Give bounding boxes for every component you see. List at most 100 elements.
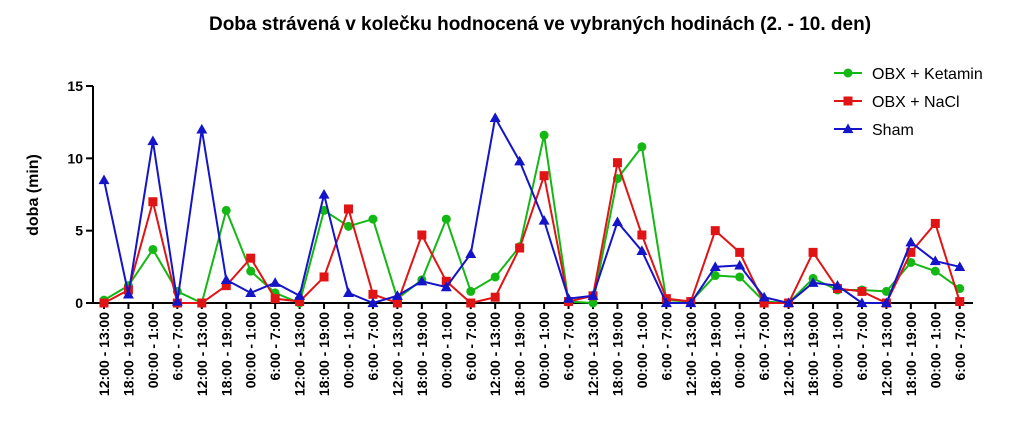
data-point-obx-ketamin — [344, 221, 353, 231]
data-point-obx-nacl — [319, 272, 329, 282]
y-tick-labels: 0 5 10 15 — [67, 78, 83, 311]
data-point-obx-nacl — [417, 230, 427, 240]
data-point-sham — [245, 287, 257, 297]
data-point-sham — [489, 112, 501, 122]
legend-item-obx-nacl: OBX + NaCl — [834, 94, 960, 111]
data-point-obx-nacl — [148, 197, 158, 207]
data-point-sham — [196, 123, 208, 134]
data-point-sham — [416, 275, 428, 286]
data-point-obx-nacl — [637, 230, 647, 240]
data-point-obx-nacl — [710, 226, 720, 236]
data-point-obx-nacl — [392, 298, 402, 308]
y-tick-label: 10 — [67, 150, 83, 166]
data-point-obx-nacl — [197, 298, 207, 308]
x-tick-label: 6:00 - 7:00 — [463, 312, 479, 381]
data-point-sham — [880, 297, 892, 308]
x-tick-label: 6:00 - 7:00 — [561, 312, 577, 381]
legend-marker — [842, 123, 854, 134]
legend-item-obx-ketamin: OBX + Ketamin — [834, 66, 983, 83]
x-tick-label: 00:00 - 1:00 — [732, 312, 748, 388]
x-tick-label: 00:00 - 1:00 — [341, 312, 357, 388]
data-point-sham — [122, 288, 134, 299]
data-point-obx-ketamin — [906, 257, 916, 267]
data-point-obx-ketamin — [246, 266, 256, 276]
data-point-obx-ketamin — [881, 286, 891, 296]
data-point-obx-nacl — [99, 298, 109, 308]
x-tick-label: 00:00 - 1:00 — [243, 312, 259, 388]
data-point-obx-ketamin — [539, 130, 549, 140]
x-tick-label: 18:00 - 19:00 — [609, 312, 625, 396]
data-point-sham — [98, 174, 110, 185]
x-tick-label: 18:00 - 19:00 — [218, 312, 234, 396]
series-sham — [98, 112, 966, 308]
data-point-obx-ketamin — [637, 142, 647, 152]
x-tick-label: 12:00 - 13:00 — [781, 312, 797, 396]
data-point-sham — [391, 290, 403, 300]
x-tick-label: 12:00 - 13:00 — [389, 312, 405, 396]
series-line-obx-nacl — [103, 158, 961, 305]
data-point-sham — [367, 297, 379, 308]
y-axis-label: doba (min) — [25, 154, 42, 236]
y-tick-label: 0 — [75, 295, 83, 311]
data-point-sham — [929, 255, 941, 266]
data-point-sham — [465, 248, 477, 258]
legend: OBX + Ketamin OBX + NaCl Sham — [834, 66, 983, 139]
data-point-obx-ketamin — [588, 298, 598, 308]
data-point-obx-nacl — [612, 158, 622, 168]
x-tick-label: 12:00 - 13:00 — [878, 312, 894, 396]
data-point-sham — [660, 297, 672, 308]
x-tick-label: 18:00 - 19:00 — [414, 312, 430, 396]
data-point-sham — [294, 290, 306, 300]
legend-label: OBX + Ketamin — [872, 66, 983, 83]
data-point-sham — [587, 290, 599, 300]
x-tick-label: 18:00 - 19:00 — [805, 312, 821, 396]
legend-label: OBX + NaCl — [872, 94, 960, 111]
data-point-obx-nacl — [466, 298, 476, 308]
x-tick-label: 12:00 - 13:00 — [292, 312, 308, 396]
data-point-obx-ketamin — [930, 266, 940, 276]
legend-label: Sham — [872, 122, 914, 139]
x-tick-label: 12:00 - 13:00 — [96, 312, 112, 396]
data-point-sham — [758, 291, 770, 302]
x-tick-label: 6:00 - 7:00 — [854, 312, 870, 381]
data-point-sham — [783, 297, 795, 308]
y-tick-label: 15 — [67, 78, 83, 94]
x-tick-label: 00:00 - 1:00 — [634, 312, 650, 388]
x-tick-label: 18:00 - 19:00 — [120, 312, 136, 396]
data-point-sham — [905, 236, 917, 247]
data-point-sham — [343, 287, 354, 297]
data-point-obx-ketamin — [441, 214, 451, 224]
data-point-sham — [147, 135, 159, 146]
x-tick-label: 6:00 - 7:00 — [756, 312, 772, 381]
x-tick-label: 00:00 - 1:00 — [536, 312, 552, 388]
x-tick-label: 12:00 - 13:00 — [194, 312, 210, 396]
data-point-obx-ketamin — [710, 271, 720, 281]
x-tick-label: 18:00 - 19:00 — [316, 312, 332, 396]
x-tick-label: 00:00 - 1:00 — [438, 312, 454, 388]
data-point-obx-nacl — [246, 253, 256, 263]
x-tick-label: 6:00 - 7:00 — [365, 312, 381, 381]
data-point-obx-ketamin — [319, 205, 329, 215]
data-point-obx-ketamin — [490, 272, 500, 282]
data-point-sham — [709, 261, 721, 271]
chart-title: Doba strávená v kolečku hodnocená ve vyb… — [208, 14, 872, 35]
x-tick-label: 18:00 - 19:00 — [707, 312, 723, 396]
data-point-sham — [440, 281, 452, 292]
data-point-obx-ketamin — [735, 272, 745, 282]
data-point-sham — [734, 259, 746, 270]
data-point-sham — [636, 245, 648, 256]
data-point-sham — [563, 293, 575, 303]
legend-marker — [843, 68, 853, 78]
data-point-sham — [171, 296, 183, 306]
data-point-sham — [269, 277, 281, 287]
data-point-obx-nacl — [906, 247, 916, 257]
data-point-obx-nacl — [857, 286, 867, 296]
data-point-sham — [514, 155, 526, 166]
x-tick-label: 6:00 - 7:00 — [169, 312, 185, 381]
data-point-obx-ketamin — [368, 214, 378, 224]
data-point-sham — [954, 261, 966, 271]
x-tick-label: 6:00 - 7:00 — [267, 312, 283, 381]
legend-marker — [843, 96, 853, 106]
x-tick-label: 18:00 - 19:00 — [903, 312, 919, 396]
data-point-obx-nacl — [221, 281, 231, 291]
